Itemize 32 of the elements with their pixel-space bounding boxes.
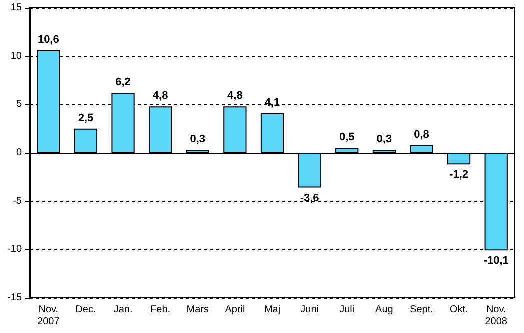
data-label: 4,8 (228, 90, 243, 102)
data-label: 0,8 (414, 128, 430, 141)
data-label: 2,5 (78, 112, 94, 124)
y-tick-label: 15 (10, 2, 22, 14)
y-tick-label: 5 (16, 99, 22, 110)
data-label: -10,1 (484, 255, 509, 268)
x-tick-label: Juli (340, 304, 355, 316)
data-label: 0,3 (190, 134, 206, 146)
data-label: 0,5 (339, 132, 355, 144)
data-label: 10,6 (38, 34, 60, 46)
x-tick-label: Nov. 2007 (38, 304, 60, 328)
y-tick-label: -5 (13, 196, 22, 207)
x-tick-label: Aug (376, 304, 394, 316)
x-tick-label: Jan. (114, 304, 133, 316)
data-label: 0,3 (376, 134, 392, 146)
data-label: 4,8 (152, 90, 168, 102)
x-tick-label: Okt. (450, 304, 468, 316)
x-tick-label: Juni (300, 304, 319, 316)
y-tick-label: 10 (10, 50, 22, 62)
y-tick-label: -15 (8, 292, 22, 304)
x-tick-label: Feb. (150, 304, 171, 316)
data-label: 6,2 (116, 76, 131, 89)
x-tick-label: Maj (264, 304, 281, 316)
x-tick-label: April (225, 304, 246, 316)
y-tick-label: 0 (16, 148, 22, 158)
x-tick-label: Nov. 2008 (485, 304, 508, 328)
x-tick-label: Mars (186, 304, 209, 316)
data-label: -1,2 (450, 169, 469, 182)
y-tick-label: -10 (8, 244, 22, 256)
x-tick-label: Dec. (76, 304, 96, 316)
x-tick-label: Sept. (410, 304, 434, 316)
data-label: -3,6 (300, 192, 320, 204)
